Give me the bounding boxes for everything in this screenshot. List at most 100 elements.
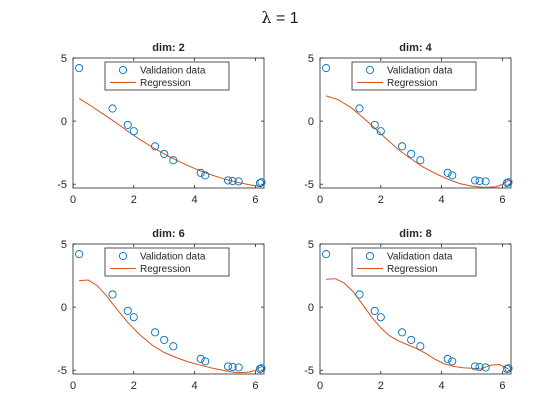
legend-marker-validation xyxy=(118,65,128,75)
validation-point xyxy=(322,64,331,73)
validation-point xyxy=(196,168,205,177)
validation-point xyxy=(228,177,237,186)
x-tick-label: 6 xyxy=(499,194,505,206)
validation-point xyxy=(108,104,117,113)
validation-point xyxy=(322,250,331,259)
y-tick-label: -5 xyxy=(304,179,314,191)
validation-point xyxy=(75,64,84,73)
validation-point xyxy=(407,335,416,344)
validation-point xyxy=(160,335,169,344)
validation-point xyxy=(129,127,138,136)
x-tick-label: 2 xyxy=(131,380,137,392)
legend-label-validation: Validation data xyxy=(140,252,206,263)
x-tick-label: 2 xyxy=(378,194,384,206)
validation-point xyxy=(123,306,132,315)
regression-line xyxy=(325,95,509,188)
validation-point xyxy=(355,290,364,299)
validation-point xyxy=(257,178,266,187)
x-tick-label: 4 xyxy=(192,380,198,392)
x-tick-label: 2 xyxy=(131,194,137,206)
y-tick-label: -5 xyxy=(304,365,314,377)
validation-point xyxy=(370,306,379,315)
validation-point xyxy=(223,362,233,371)
validation-point xyxy=(443,354,452,363)
y-tick-label: -5 xyxy=(57,179,67,191)
y-tick-label: 5 xyxy=(308,53,314,65)
validation-point xyxy=(448,171,457,180)
subplot-title: dim: 4 xyxy=(399,42,432,54)
legend-box xyxy=(351,61,477,91)
validation-point xyxy=(376,313,385,322)
validation-point xyxy=(504,364,513,373)
y-tick-label: 0 xyxy=(61,116,67,128)
validation-point xyxy=(108,290,117,299)
validation-point xyxy=(201,357,210,366)
y-tick-label: -5 xyxy=(57,365,67,377)
x-tick-label: 4 xyxy=(192,194,198,206)
validation-point xyxy=(123,120,132,129)
validation-point xyxy=(223,176,233,185)
validation-point xyxy=(475,363,484,372)
legend-label-regression: Regression xyxy=(140,264,191,275)
validation-point xyxy=(443,168,452,177)
legend-marker-validation xyxy=(118,251,128,261)
x-tick-label: 0 xyxy=(70,380,76,392)
validation-point xyxy=(355,104,364,113)
validation-point xyxy=(129,313,138,322)
subplot-title: dim: 8 xyxy=(399,228,431,240)
validation-point xyxy=(475,177,484,186)
regression-line xyxy=(79,279,262,374)
lambda-symbol: λ xyxy=(261,8,272,27)
validation-point xyxy=(151,142,160,151)
y-tick-label: 5 xyxy=(61,53,67,65)
validation-point xyxy=(376,127,385,136)
validation-point xyxy=(234,177,243,186)
subplot-title: dim: 6 xyxy=(152,228,184,240)
validation-point xyxy=(151,328,160,337)
legend-label-regression: Regression xyxy=(387,264,438,275)
legend-marker-validation xyxy=(365,251,375,261)
y-tick-label: 0 xyxy=(308,116,314,128)
subplot-title: dim: 2 xyxy=(152,42,184,54)
validation-point xyxy=(504,178,513,187)
validation-point xyxy=(407,149,416,158)
validation-point xyxy=(169,342,178,351)
validation-point xyxy=(257,364,266,373)
x-tick-label: 4 xyxy=(439,194,445,206)
legend-box xyxy=(104,61,230,91)
x-tick-label: 6 xyxy=(252,194,258,206)
validation-point xyxy=(169,156,178,165)
legend-marker-validation xyxy=(365,65,375,75)
y-tick-label: 5 xyxy=(308,239,314,251)
legend-box xyxy=(351,247,477,277)
x-tick-label: 6 xyxy=(499,380,505,392)
legend-label-validation: Validation data xyxy=(387,252,453,263)
legend-box xyxy=(104,247,230,277)
figure-title: λ = 1 xyxy=(0,8,560,28)
y-tick-label: 0 xyxy=(61,302,67,314)
figure-title-rest: = 1 xyxy=(271,10,299,27)
validation-point xyxy=(228,363,237,372)
validation-point xyxy=(481,363,490,372)
x-tick-label: 0 xyxy=(317,194,323,206)
validation-point xyxy=(416,156,425,165)
x-tick-label: 6 xyxy=(252,380,258,392)
validation-point xyxy=(201,171,210,180)
y-tick-label: 5 xyxy=(61,239,67,251)
validation-point xyxy=(448,357,457,366)
legend-label-regression: Regression xyxy=(140,78,191,89)
legend-label-validation: Validation data xyxy=(140,66,206,77)
legend-label-regression: Regression xyxy=(387,78,438,89)
x-tick-label: 0 xyxy=(70,194,76,206)
validation-point xyxy=(398,142,407,151)
validation-point xyxy=(75,250,84,259)
